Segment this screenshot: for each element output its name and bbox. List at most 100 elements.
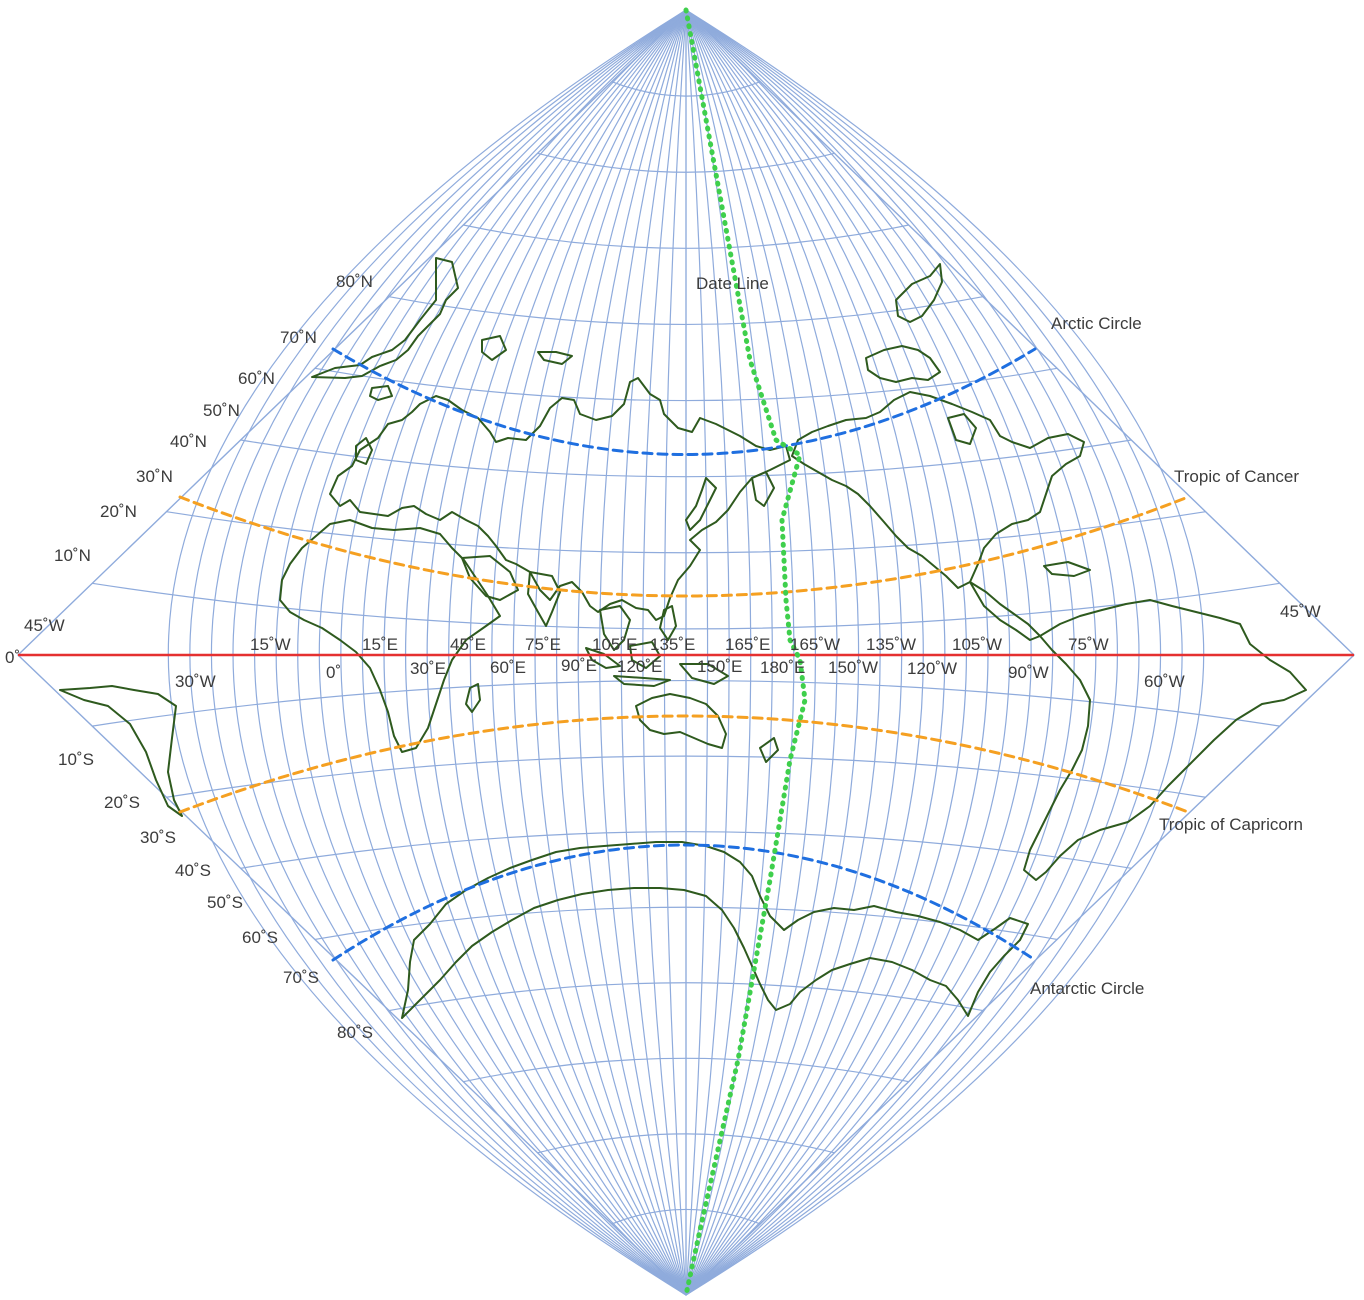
longitude-label: 120˚W <box>907 659 957 678</box>
equator-label: 0˚ <box>5 648 20 667</box>
meridian <box>685 9 1161 1296</box>
coastline-greenland <box>311 257 459 379</box>
coastline-south-america <box>1023 599 1307 881</box>
latitude-label-south: 20˚S <box>104 793 140 812</box>
meridian <box>685 9 1097 1296</box>
latitude-label-north: 60˚N <box>238 369 275 388</box>
latitude-label-south: 40˚S <box>175 861 211 880</box>
coastline-iceland <box>369 385 393 401</box>
latitude-label-south: 10˚S <box>58 750 94 769</box>
longitude-label: 135˚E <box>650 635 695 654</box>
parallel-north <box>463 224 909 249</box>
coastline-hudson-bay <box>947 413 977 445</box>
meridian <box>620 9 687 1296</box>
longitude-label: 90˚E <box>561 656 597 675</box>
parallel-south <box>314 906 1058 941</box>
antarctic-circle-line <box>331 843 1037 962</box>
coastline-india <box>527 571 561 627</box>
longitude-label: 30˚W <box>175 672 216 691</box>
meridian <box>685 9 752 1296</box>
longitude-label: 60˚E <box>490 658 526 677</box>
latitude-label-south: 60˚S <box>242 928 278 947</box>
arctic-circle-label: Arctic Circle <box>1051 314 1142 333</box>
latitude-label-north: 80˚N <box>336 272 373 291</box>
coastline-australia <box>635 693 727 749</box>
longitude-label: 135˚W <box>866 635 916 654</box>
coastline-new-guinea <box>679 663 729 685</box>
coastline-antarctica <box>401 841 1029 1019</box>
parallel-south <box>166 755 1206 798</box>
coastline-eurasia <box>329 377 791 621</box>
coastline-madagascar <box>465 683 481 713</box>
longitude-label: 90˚W <box>1008 663 1049 682</box>
latitude-label-north: 30˚N <box>136 467 173 486</box>
longitude-label: 150˚E <box>697 657 742 676</box>
coastline-cuba <box>1043 561 1091 577</box>
meridian <box>297 9 687 1296</box>
latitude-label-south: 30˚S <box>140 828 176 847</box>
date-line-label: Date Line <box>696 274 769 293</box>
land-masses <box>59 257 1307 1019</box>
coastline-antarctic-peninsula <box>59 685 183 817</box>
coastline-philippines <box>659 605 677 641</box>
longitude-label: 105˚E <box>592 635 637 654</box>
meridian <box>383 9 687 1296</box>
map-border <box>16 9 1356 1296</box>
meridian <box>275 9 687 1296</box>
coastline-svalbard <box>481 335 507 361</box>
coastline-arabia <box>461 555 519 601</box>
parallel-south <box>537 1133 835 1154</box>
meridian <box>685 9 989 1296</box>
meridian <box>362 9 687 1296</box>
meridian <box>685 9 816 1296</box>
coastline-africa <box>279 519 501 753</box>
coastline-franz-josef <box>537 351 573 365</box>
longitude-label: 150˚W <box>828 658 878 677</box>
parallel-north <box>314 367 1058 402</box>
parallel-south <box>389 982 983 1012</box>
meridian <box>211 9 687 1296</box>
longitude-label: 45˚E <box>450 635 486 654</box>
meridian <box>599 9 687 1296</box>
parallel-north <box>389 296 983 326</box>
longitude-label: 15˚W <box>250 635 291 654</box>
labels: Date Line Arctic Circle Tropic of Cancer Tr… <box>5 272 1321 1042</box>
meridian <box>556 9 687 1296</box>
parallel-north <box>166 511 1206 554</box>
edge-label-right: 45˚W <box>1280 602 1321 621</box>
meridian <box>577 9 687 1296</box>
longitude-label: 75˚E <box>525 635 561 654</box>
parallel-south <box>92 679 1280 727</box>
latitude-label-north: 50˚N <box>203 401 240 420</box>
latitude-label-north: 70˚N <box>280 328 317 347</box>
tropic-of-cancer-line <box>178 495 1190 598</box>
parallel-south <box>611 1208 761 1225</box>
meridian <box>685 9 903 1296</box>
coastline-new-zealand <box>759 737 779 763</box>
latitude-label-north: 20˚N <box>100 502 137 521</box>
longitude-label: 105˚W <box>952 635 1002 654</box>
tropic-of-cancer-label: Tropic of Cancer <box>1174 467 1299 486</box>
antarctic-circle-label: Antarctic Circle <box>1030 979 1144 998</box>
coastline-north-america <box>791 391 1085 589</box>
longitude-label: 0˚ <box>326 663 341 682</box>
longitude-label: 75˚W <box>1068 635 1109 654</box>
edge-label-left: 45˚W <box>24 616 65 635</box>
longitude-label: 60˚W <box>1144 672 1185 691</box>
meridian <box>448 9 687 1296</box>
parallel-south <box>240 831 1132 869</box>
meridian <box>685 9 1075 1296</box>
meridian <box>469 9 687 1296</box>
coastline-kamchatka <box>751 471 775 507</box>
coastline-indochina <box>599 605 631 651</box>
coastline-britain <box>355 437 373 465</box>
longitude-label: 15˚E <box>362 635 398 654</box>
coastline-arctic-archipelago <box>865 345 941 383</box>
latitude-label-north: 40˚N <box>170 432 207 451</box>
coastline-sumatra <box>585 647 621 669</box>
arctic-circle-line <box>331 347 1037 456</box>
parallel-north <box>611 81 761 97</box>
longitude-label: 165˚E <box>725 635 770 654</box>
meridian <box>685 9 924 1296</box>
